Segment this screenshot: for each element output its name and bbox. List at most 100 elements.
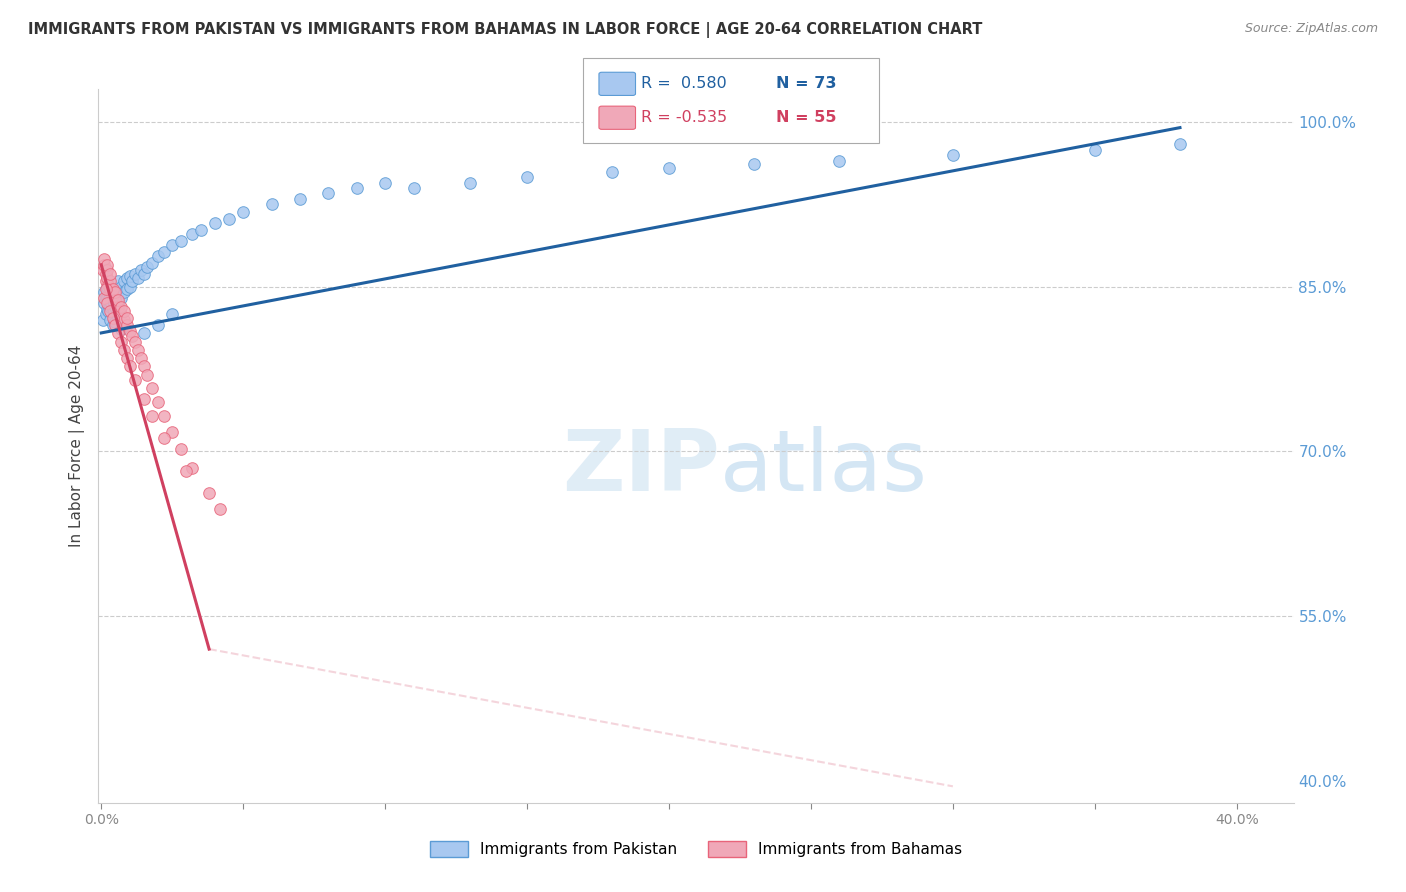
Point: [96, 301, 118, 316]
Point: [96, 291, 118, 305]
Text: N = 55: N = 55: [776, 111, 837, 125]
Text: N = 73: N = 73: [776, 77, 837, 91]
Point: [104, 291, 127, 305]
Text: R = -0.535: R = -0.535: [641, 111, 727, 125]
Point: [124, 334, 146, 349]
Point: [110, 321, 132, 335]
Point: [96, 258, 118, 272]
Point: [176, 464, 198, 478]
Point: [98, 304, 121, 318]
Point: [101, 288, 124, 302]
Point: [98, 282, 121, 296]
Point: [103, 296, 125, 310]
Point: [101, 282, 124, 296]
Point: [97, 277, 120, 292]
Point: [93, 285, 115, 300]
Point: [152, 431, 174, 445]
Text: ZIP: ZIP: [562, 425, 720, 509]
Point: [198, 486, 221, 500]
Point: [110, 300, 132, 314]
Point: [101, 293, 124, 307]
Point: [93, 258, 115, 272]
Point: [101, 285, 124, 300]
Point: [152, 244, 174, 259]
Point: [103, 304, 125, 318]
Point: [942, 148, 965, 162]
Point: [98, 300, 121, 314]
Point: [107, 274, 129, 288]
Point: [132, 392, 155, 406]
Point: [121, 274, 143, 288]
Point: [458, 176, 481, 190]
Point: [118, 268, 141, 283]
Point: [516, 169, 538, 184]
Point: [110, 291, 132, 305]
Point: [124, 373, 146, 387]
Point: [132, 267, 155, 281]
Point: [132, 359, 155, 373]
Point: [600, 164, 623, 178]
Point: [98, 288, 121, 302]
Point: [1168, 137, 1191, 152]
Point: [104, 300, 127, 314]
Point: [132, 326, 155, 340]
Point: [141, 409, 163, 424]
Point: [93, 296, 115, 310]
Point: [94, 291, 117, 305]
Text: IMMIGRANTS FROM PAKISTAN VS IMMIGRANTS FROM BAHAMAS IN LABOR FORCE | AGE 20-64 C: IMMIGRANTS FROM PAKISTAN VS IMMIGRANTS F…: [28, 22, 983, 38]
Point: [115, 318, 138, 333]
Point: [101, 310, 124, 325]
Point: [93, 252, 115, 267]
Point: [135, 368, 157, 382]
Point: [101, 318, 124, 333]
Point: [232, 205, 254, 219]
Point: [112, 285, 135, 300]
Point: [1084, 143, 1107, 157]
Point: [104, 282, 127, 296]
Point: [107, 326, 129, 340]
Point: [112, 304, 135, 318]
Point: [98, 312, 121, 326]
Point: [402, 181, 425, 195]
Point: [374, 176, 396, 190]
Point: [346, 181, 368, 195]
Point: [160, 238, 183, 252]
Point: [658, 161, 681, 176]
Point: [190, 223, 212, 237]
Point: [135, 260, 157, 274]
Point: [104, 293, 127, 307]
Point: [124, 267, 146, 281]
Point: [98, 274, 121, 288]
Point: [97, 304, 120, 318]
Point: [170, 234, 193, 248]
Point: [160, 425, 183, 439]
Point: [96, 271, 118, 285]
Point: [181, 461, 204, 475]
Point: [160, 307, 183, 321]
Point: [127, 343, 149, 358]
Point: [112, 343, 135, 358]
Point: [107, 310, 129, 325]
Point: [118, 324, 141, 338]
Point: [110, 334, 132, 349]
Point: [101, 301, 124, 316]
Point: [828, 153, 851, 168]
Point: [118, 359, 141, 373]
Point: [115, 310, 138, 325]
Point: [129, 263, 152, 277]
Text: Source: ZipAtlas.com: Source: ZipAtlas.com: [1244, 22, 1378, 36]
Point: [94, 274, 117, 288]
Point: [742, 157, 765, 171]
Point: [93, 291, 115, 305]
Point: [96, 280, 118, 294]
Point: [141, 255, 163, 269]
Point: [98, 282, 121, 296]
Point: [104, 318, 127, 333]
Point: [107, 296, 129, 310]
Point: [100, 285, 122, 300]
Point: [97, 293, 120, 307]
Point: [127, 271, 149, 285]
Point: [94, 282, 117, 296]
Point: [118, 280, 141, 294]
Point: [146, 249, 169, 263]
